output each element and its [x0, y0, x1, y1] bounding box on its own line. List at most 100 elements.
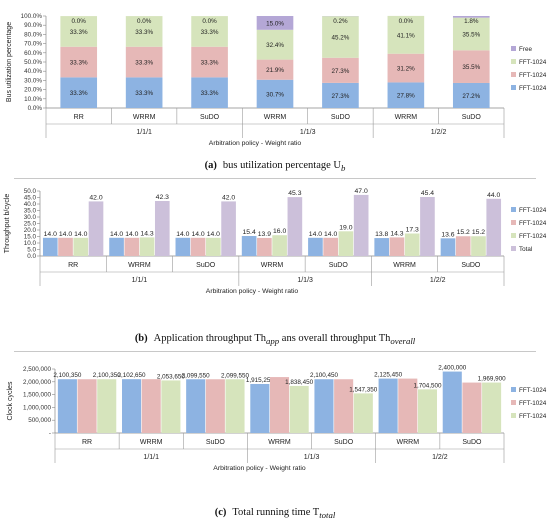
category-label: SuDO [331, 114, 351, 121]
legend-label: FFT-1024 [519, 72, 547, 79]
bar-1 [42, 237, 58, 256]
y-tick-label: 20.0% [24, 87, 42, 94]
y-tick-label: 30.0 [24, 214, 37, 221]
y-axis-label: Bus utilization percentage [6, 22, 13, 102]
bar-1 [186, 379, 206, 433]
data-label: 19.0 [339, 224, 352, 231]
bar-1 [442, 371, 462, 433]
y-tick-label: 2,500,000 [23, 366, 52, 373]
chart-a-bus-utilization: 0.0% 10.0% 20.0% 30.0% 40.0% 50.0% 60.0% 70.0% 8… [6, 13, 547, 147]
data-label: 45.4 [421, 190, 434, 197]
bar-1 [125, 77, 163, 108]
chart-c-panel: - 500,000 1,000,000 1,500,000 2,000,000 2,500… [0, 357, 550, 505]
y-tick-label: 70.0% [24, 41, 42, 48]
group-label: 1/1/3 [304, 454, 320, 461]
bar-1 [109, 237, 124, 256]
data-label: 33.3% [70, 90, 88, 97]
y-tick-label: 45.0 [24, 195, 37, 202]
data-label: 13.6 [441, 231, 454, 238]
x-axis-label: Arbitration policy - Weight ratio [206, 288, 299, 295]
bar-1 [122, 379, 142, 433]
category-label: RR [68, 262, 78, 269]
y-tick-label: 1,500,000 [23, 392, 52, 399]
legend-swatch [511, 85, 516, 90]
y-tick-label: 60.0% [24, 50, 42, 57]
data-label: 27.3% [331, 93, 349, 100]
data-label: 0.0% [399, 18, 414, 25]
bar-3 [97, 379, 117, 433]
legend-label: FFT-1024 [519, 233, 547, 240]
bar-2 [462, 382, 482, 433]
y-tick-label: 0.0% [28, 105, 43, 112]
data-label: 14.0 [309, 231, 322, 238]
bar-2 [205, 379, 225, 433]
data-label: 15.0% [266, 20, 284, 27]
caption-a-label: (a) [204, 160, 217, 171]
bar-2 [334, 379, 354, 433]
data-label: 32.4% [266, 42, 284, 49]
bar-1 [57, 379, 77, 433]
category-label: WRRM [397, 439, 420, 446]
category-label: RR [74, 114, 84, 121]
data-label: 2,099,550 [182, 372, 211, 379]
data-label: 14.0 [125, 231, 138, 238]
bar-2 [269, 377, 290, 433]
data-label: 1,704,500 [413, 382, 442, 389]
legend-swatch [511, 413, 516, 418]
category-label: WRRM [133, 114, 156, 121]
bar-3 [452, 17, 490, 51]
bar-3 [387, 15, 425, 54]
group-label: 1/1/1 [143, 454, 159, 461]
data-label: 14.0 [44, 231, 57, 238]
data-label: 35.5% [462, 64, 480, 71]
y-tick-label: 90.0% [24, 22, 42, 29]
data-label: 0.0% [137, 18, 152, 25]
bar-4 [287, 197, 303, 256]
bar-4 [420, 196, 435, 256]
group-label: 1/1/1 [132, 277, 148, 284]
data-label: 13.9 [258, 231, 271, 238]
caption-a: (a) bus utilization percentage Ub [0, 160, 550, 173]
bar-2 [124, 237, 140, 256]
data-label: 16.0 [273, 228, 286, 235]
bar-2 [60, 46, 98, 78]
data-label: 31.2% [397, 66, 415, 73]
data-label: 1.8% [464, 18, 479, 25]
data-label: 2,125,450 [374, 372, 403, 379]
data-label: 42.3 [156, 194, 169, 201]
bar-3 [289, 385, 309, 433]
data-label: 15.2 [472, 229, 485, 236]
data-label: 27.8% [397, 93, 415, 100]
y-tick-label: 5.0 [27, 247, 36, 254]
x-axis-label: Arbitration policy - Weight ratio [213, 465, 306, 472]
legend-label: FFT-1024 [519, 59, 547, 66]
caption-c-label: (c) [214, 507, 227, 518]
category-label: SuDO [334, 439, 354, 446]
bar-2 [257, 237, 272, 256]
category-label: SuDO [461, 262, 481, 269]
bar-2 [190, 237, 206, 256]
separator-1 [14, 178, 536, 179]
data-label: 14.3 [390, 230, 403, 237]
bar-1 [60, 77, 98, 108]
category-label: SuDO [462, 439, 482, 446]
data-label: 44.0 [487, 192, 500, 199]
y-tick-label: 40.0% [24, 68, 42, 75]
data-label: 14.0 [176, 231, 189, 238]
bar-1 [175, 237, 191, 256]
bar-3 [225, 379, 245, 433]
caption-b-label: (b) [134, 333, 148, 344]
category-label: WRRM [395, 114, 418, 121]
bar-2 [125, 46, 163, 78]
bar-1 [191, 77, 228, 108]
y-tick-label: 30.0% [24, 77, 42, 84]
legend-label: FFT-1024 [519, 400, 547, 407]
caption-a-sub: b [340, 163, 346, 174]
y-tick-label: 50.0% [24, 59, 42, 66]
caption-b: (b) Application throughput Thapp ans over… [0, 333, 550, 346]
y-tick-label: 10.0 [24, 240, 37, 247]
data-label: 27.2% [462, 93, 480, 100]
bar-3 [322, 16, 359, 58]
bar-3 [60, 16, 98, 47]
bar-1 [241, 235, 257, 256]
